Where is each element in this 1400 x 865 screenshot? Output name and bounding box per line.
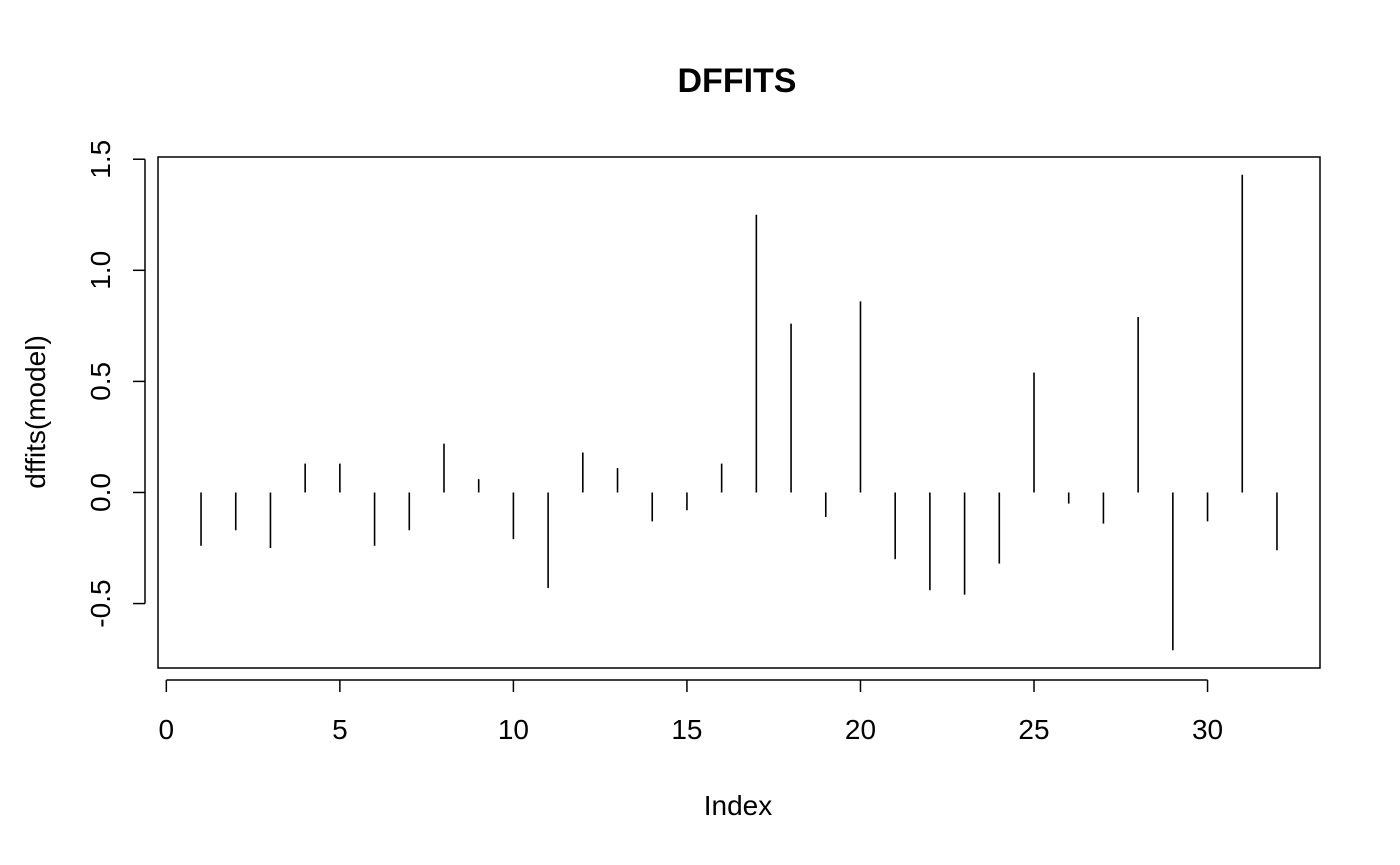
x-tick-label: 20 — [845, 714, 876, 745]
y-axis-label: dffits(model) — [20, 335, 51, 489]
x-tick-label: 25 — [1018, 714, 1049, 745]
x-tick-label: 15 — [671, 714, 702, 745]
y-tick-label: -0.5 — [85, 579, 116, 627]
x-tick-label: 0 — [159, 714, 175, 745]
y-tick-label: 0.0 — [85, 473, 116, 512]
y-tick-label: 1.0 — [85, 251, 116, 290]
plot-frame — [157, 156, 1321, 669]
x-tick-label: 5 — [332, 714, 348, 745]
y-tick-label: 0.5 — [85, 362, 116, 401]
x-tick-label: 10 — [498, 714, 529, 745]
x-axis-label: Index — [704, 790, 773, 821]
x-tick-label: 30 — [1192, 714, 1223, 745]
y-tick-label: 1.5 — [85, 140, 116, 179]
chart-title: DFFITS — [678, 62, 797, 100]
